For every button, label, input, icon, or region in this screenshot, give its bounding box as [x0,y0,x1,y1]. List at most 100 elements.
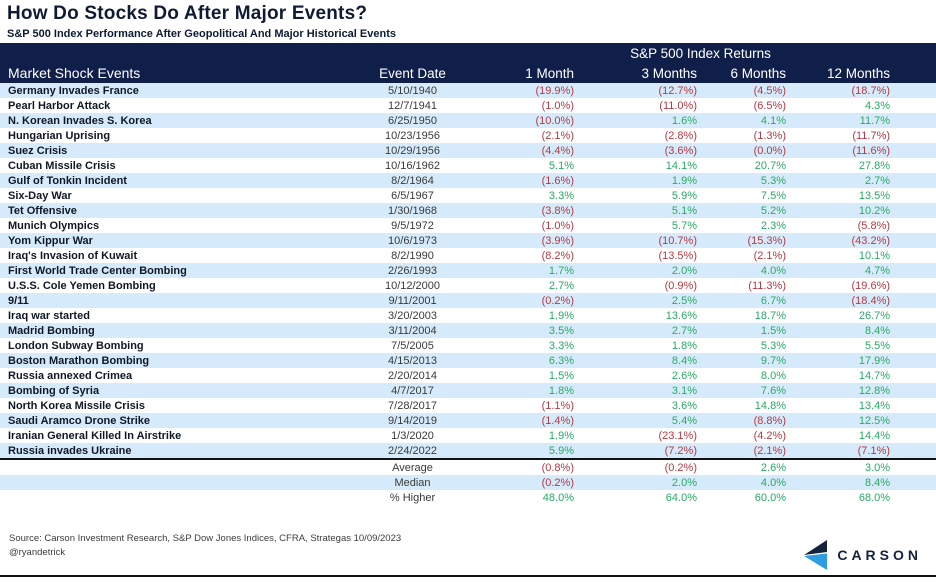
return-value-cell: (7.1%) [800,443,936,460]
return-value-cell: 13.6% [665,309,697,322]
return-value-cell: 5.2% [760,204,786,217]
event-name-cell: North Korea Missile Crisis [8,399,145,412]
event-date-cell: 1/30/1968 [388,204,437,217]
return-value-cell: 14.7% [858,369,891,382]
event-date-cell: 6/5/1967 [391,189,434,202]
summary-row: % Higher 48.0% 64.0% 60.0% 68.0% [0,490,936,505]
return-value-cell: 5.7% [671,219,697,232]
table-row: Russia annexed Crimea 2/20/2014 1.5% 2.6% 8.… [0,368,936,383]
event-date-cell: 10/6/1973 [388,234,437,247]
event-name-cell: Six-Day War [8,189,72,202]
return-value-cell: 8.4% [864,324,891,337]
event-name-cell: First World Trade Center Bombing [8,264,187,277]
event-name-cell: London Subway Bombing [8,339,144,352]
event-date-cell: 8/2/1964 [391,174,434,187]
event-name-cell: Madrid Bombing [8,324,95,337]
group-header-label: S&P 500 Index Returns [465,43,936,63]
return-value-cell: (4.4%) [541,144,574,157]
return-value-cell: 18.7% [754,309,786,322]
col-header-12-months: 12 Months [800,63,936,83]
return-value-cell: (10.7%) [658,234,697,247]
return-value-cell: (11.3%) [748,279,786,292]
return-value-cell: 3.5% [548,324,574,337]
return-value-cell: 11.7% [859,114,891,127]
return-value-cell: (6.5%) [753,99,786,112]
return-value-cell: 2.7% [671,324,697,337]
summary-label-cell: Median [394,476,431,489]
return-value-cell: (19.9%) [535,84,574,97]
return-value-cell: 12.5% [858,414,891,427]
return-value-cell: (2.1%) [715,443,800,460]
return-value-cell: (3.8%) [541,204,574,217]
event-name-cell: N. Korean Invades S. Korea [8,114,152,127]
table-row: London Subway Bombing 7/5/2005 3.3% 1.8% 5.3… [0,338,936,353]
event-date-cell: 8/2/1990 [391,249,434,262]
event-name-cell: Iraq war started [8,309,90,322]
event-date-cell: 7/28/2017 [388,399,437,412]
return-value-cell: 5.4% [671,414,697,427]
return-value-cell: (1.1%) [541,399,574,412]
table-row: Tet Offensive 1/30/1968 (3.8%) 5.1% 5.2% 10.2… [0,203,936,218]
return-value-cell: 5.5% [864,339,891,352]
event-date-cell: 10/23/1956 [384,129,441,142]
return-value-cell: 12.8% [858,384,891,397]
bottom-border-line [0,575,936,577]
return-value-cell: 1.8% [671,339,697,352]
return-value-cell: 2.7% [864,174,891,187]
table-row: Munich Olympics 9/5/1972 (1.0%) 5.7% 2.3% (5.… [0,218,936,233]
return-value-cell: (19.6%) [851,279,891,292]
return-value-cell: 4.0% [760,264,786,277]
return-value-cell: 13.5% [858,189,891,202]
event-name-cell: Germany Invades France [8,84,139,97]
event-date-cell: 1/3/2020 [391,429,434,442]
event-date-cell: 2/24/2022 [360,443,465,460]
return-value-cell: (0.9%) [664,279,697,292]
return-value-cell: 4.1% [760,114,786,127]
source-note: Source: Carson Investment Research, S&P … [9,533,402,544]
table-row: North Korea Missile Crisis 7/28/2017 (1.1%… [0,398,936,413]
return-value-cell: 8.4% [671,354,697,367]
table-row: Bombing of Syria 4/7/2017 1.8% 3.1% 7.6% 12.8… [0,383,936,398]
summary-value-cell: 64.0% [665,491,697,504]
table-row: N. Korean Invades S. Korea 6/25/1950 (10.0… [0,113,936,128]
return-value-cell: (1.3%) [753,129,786,142]
return-value-cell: 14.1% [665,159,697,172]
carson-logo: CARSON [804,540,922,570]
event-date-cell: 5/10/1940 [388,84,437,97]
event-name-cell: Tet Offensive [8,204,77,217]
return-value-cell: 17.9% [858,354,891,367]
return-value-cell: (7.2%) [600,443,715,460]
col-header-3-months: 3 Months [600,63,715,83]
source-block: Source: Carson Investment Research, S&P … [9,532,401,560]
return-value-cell: 7.5% [760,189,786,202]
table-row: Yom Kippur War 10/6/1973 (3.9%) (10.7%) (15.… [0,233,936,248]
col-header-1-month: 1 Month [465,63,600,83]
return-value-cell: (0.0%) [753,144,786,157]
event-name-cell: 9/11 [8,294,29,307]
return-value-cell: (11.7%) [852,129,891,142]
page-subtitle: S&P 500 Index Performance After Geopolit… [7,28,396,40]
return-value-cell: 20.7% [754,159,786,172]
returns-table: S&P 500 Index Returns Market Shock Event… [0,43,936,505]
return-value-cell: (0.2%) [541,294,574,307]
table-row: Iraq war started 3/20/2003 1.9% 13.6% 18.7% 2… [0,308,936,323]
event-date-cell: 3/20/2003 [388,309,437,322]
table-row: Boston Marathon Bombing 4/15/2013 6.3% 8.4%… [0,353,936,368]
table-row: 9/11 9/11/2001 (0.2%) 2.5% 6.7% (18.4%) [0,293,936,308]
return-value-cell: 1.9% [548,309,574,322]
col-header-event-date: Event Date [360,63,465,83]
return-value-cell: (2.8%) [664,129,697,142]
return-value-cell: 1.5% [548,369,574,382]
page-title: How Do Stocks Do After Major Events? [7,3,368,24]
event-date-cell: 6/25/1950 [388,114,437,127]
event-name-cell: Yom Kippur War [8,234,93,247]
return-value-cell: 3.6% [671,399,697,412]
carson-logo-text: CARSON [837,547,922,563]
return-value-cell: (2.1%) [541,129,574,142]
carson-chevron-icon [804,540,828,570]
summary-row: Median (0.2%) 2.0% 4.0% 8.4% [0,475,936,490]
return-value-cell: (2.1%) [753,249,786,262]
return-value-cell: 5.9% [671,189,697,202]
return-value-cell: 13.4% [858,399,891,412]
event-date-cell: 9/14/2019 [388,414,437,427]
